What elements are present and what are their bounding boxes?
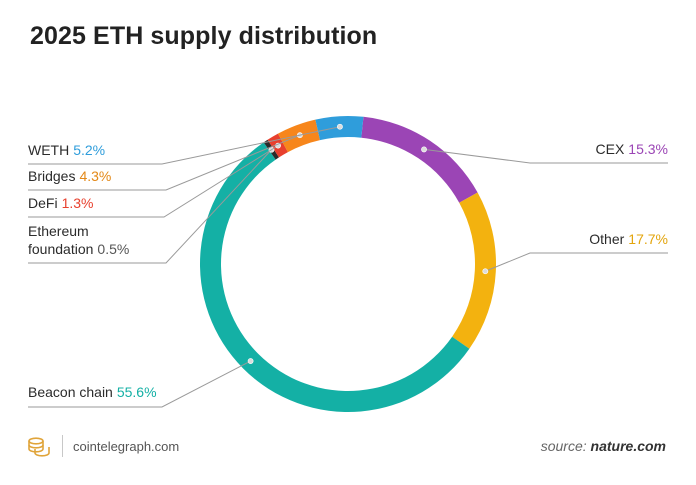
label-name: Bridges (28, 168, 75, 184)
label-name: DeFi (28, 195, 58, 211)
label-bridges: Bridges 4.3% (28, 168, 111, 184)
leader-line-other (485, 252, 668, 272)
label-beacon-chain: Beacon chain 55.6% (28, 384, 157, 400)
slice-labels: CEX 15.3% Other 17.7% Beacon chain 55.6% Ether… (28, 141, 668, 400)
label-name: Ethereum (28, 223, 89, 239)
label-name: foundation (28, 241, 93, 257)
chart-title: 2025 ETH supply distribution (30, 22, 378, 50)
slice-other (452, 192, 496, 349)
donut-slices (200, 116, 496, 413)
label-ethereum-foundation-line2: foundation 0.5% (28, 241, 129, 257)
leader-line-defi (28, 145, 279, 218)
label-value-ethereum-foundation: 0.5% (97, 241, 129, 257)
footer-brand-text: cointelegraph.com (73, 438, 180, 454)
leader-line-bridges (28, 134, 301, 191)
leader-lines (28, 123, 668, 408)
label-weth: WETH 5.2% (28, 142, 105, 158)
label-other: Other 17.7% (589, 231, 668, 247)
leader-line-beacon-chain (28, 360, 251, 408)
label-name: Other (589, 231, 624, 247)
label-cex: CEX 15.3% (596, 141, 669, 157)
source-prefix: source: (540, 438, 587, 454)
leader-line-cex (423, 148, 668, 164)
leader-dot-weth (337, 123, 343, 130)
cointelegraph-logo-icon (28, 437, 50, 457)
leader-line-ethereum-foundation (28, 149, 272, 264)
footer-brand: cointelegraph.com (28, 434, 179, 458)
footer-separator (62, 435, 63, 457)
leader-dot-beacon-chain (247, 358, 254, 364)
leader-dot-other (482, 268, 489, 275)
label-ethereum-foundation-line1: Ethereum (28, 223, 89, 239)
label-value-beacon-chain: 55.6% (117, 384, 157, 400)
label-value-cex: 15.3% (628, 141, 668, 157)
leader-line-weth (28, 126, 341, 165)
label-value-defi: 1.3% (62, 195, 94, 211)
source-note: source: nature.com (541, 438, 666, 454)
label-name: Beacon chain (28, 384, 113, 400)
label-value-other: 17.7% (628, 231, 668, 247)
label-value-bridges: 4.3% (79, 168, 111, 184)
slice-cex (361, 116, 478, 203)
label-value-weth: 5.2% (73, 142, 105, 158)
label-defi: DeFi 1.3% (28, 195, 93, 211)
label-name: CEX (596, 141, 625, 157)
label-name: WETH (28, 142, 69, 158)
source-name: nature.com (590, 438, 666, 454)
leader-dot-cex (421, 146, 427, 153)
